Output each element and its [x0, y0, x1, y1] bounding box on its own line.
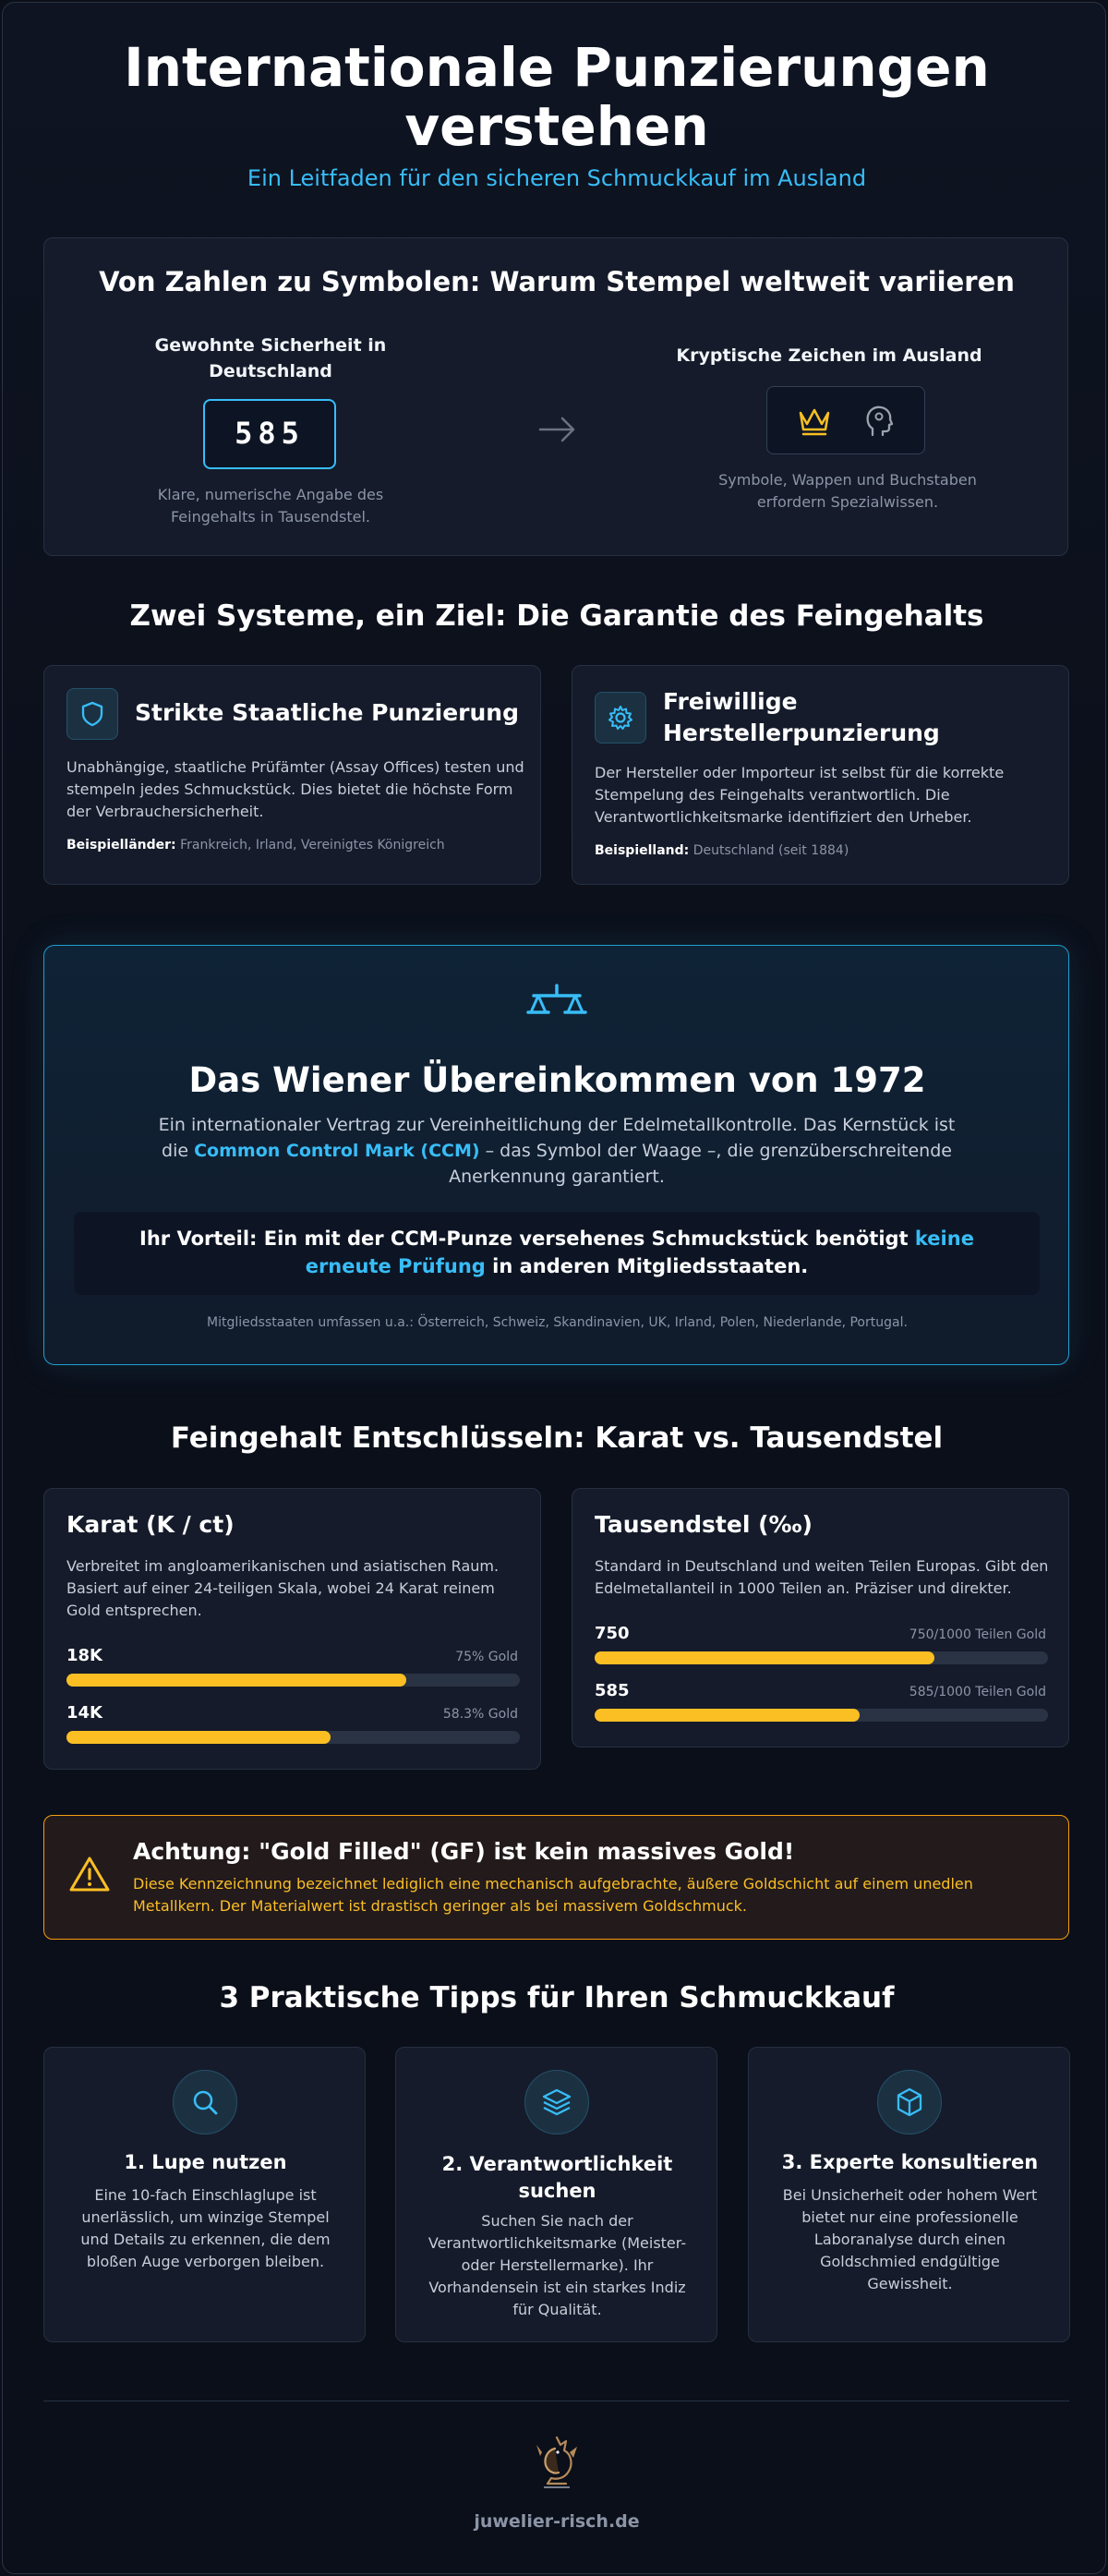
head-profile-icon: [863, 404, 895, 442]
left-title: Gewohnte Sicherheit in Deutschland: [154, 335, 387, 381]
state-hallmark-card: Strikte Staatliche Punzierung Unabhängig…: [43, 665, 541, 885]
symbols-box: [766, 386, 925, 454]
voluntary-example-label: Beispielland:: [595, 843, 690, 858]
scale-icon: [526, 983, 587, 1023]
right-title: Kryptische Zeichen im Ausland: [676, 345, 982, 366]
layers-icon: [524, 2070, 589, 2135]
magnifier-icon: [173, 2070, 237, 2135]
permille-bar-label-1: 585: [595, 1681, 630, 1700]
permille-bar-note-0: 750/1000 Teilen Gold: [909, 1627, 1046, 1642]
gold-filled-warning: Achtung: "Gold Filled" (GF) ist kein mas…: [43, 1815, 1069, 1940]
tip-card-1: 1. Lupe nutzen Eine 10-fach Einschlaglup…: [43, 2047, 366, 2342]
warning-triangle-icon: [68, 1855, 111, 1897]
voluntary-hallmark-card: Freiwillige Herstellerpunzierung Der Her…: [572, 665, 1069, 885]
voluntary-title: Freiwillige Herstellerpunzierung: [663, 688, 940, 746]
page-title: Internationale Punzierungen verstehen: [124, 36, 990, 158]
tip-text-3: Bei Unsicherheit oder hohem Wert bietet …: [782, 2186, 1038, 2292]
state-text: Unabhängige, staatliche Prüfämter (Assay…: [66, 758, 524, 820]
systems-heading: Zwei Systeme, ein Ziel: Die Garantie des…: [129, 599, 984, 633]
ccm-highlight: Common Control Mark (CCM): [194, 1141, 480, 1161]
tip-text-2: Suchen Sie nach der Verantwortlichkeitsm…: [428, 2212, 687, 2318]
karat-card: Karat (K / ct) Verbreitet im angloamerik…: [43, 1488, 541, 1770]
tip-title-1: 1. Lupe nutzen: [124, 2151, 287, 2173]
vienna-members: Mitgliedsstaaten umfassen u.a.: Österrei…: [207, 1315, 908, 1330]
state-example-label: Beispielländer:: [66, 838, 176, 853]
permille-bar-note-1: 585/1000 Teilen Gold: [909, 1685, 1046, 1699]
vienna-text-after: – das Symbol der Waage –, die grenzübers…: [449, 1141, 952, 1187]
karat-bar-fill-0: [66, 1674, 407, 1687]
karat-text: Verbreitet im angloamerikanischen und as…: [66, 1557, 500, 1619]
karat-bar-fill-1: [66, 1731, 331, 1744]
box-icon: [877, 2070, 942, 2135]
gear-icon: [595, 692, 646, 744]
permille-title: Tausendstel (‰): [595, 1511, 813, 1538]
benefit-highlight: keine erneute Prüfung: [305, 1228, 974, 1277]
karat-bar-label-0: 18K: [66, 1646, 102, 1665]
karat-bar-note-1: 58.3% Gold: [442, 1707, 518, 1722]
vienna-text-before: Ein internationaler Vertrag zur Vereinhe…: [158, 1115, 956, 1161]
page-subtitle: Ein Leitfaden für den sicheren Schmuckka…: [247, 165, 867, 191]
state-example-value: Frankreich, Irland, Vereinigtes Königrei…: [180, 838, 445, 853]
tip-card-2: 2. Verantwortlichkeit suchen Suchen Sie …: [395, 2047, 717, 2342]
stamp-585: 585: [203, 399, 336, 469]
vienna-card: Das Wiener Übereinkommen von 1972 Ein in…: [43, 945, 1069, 1365]
tip-text-1: Eine 10-fach Einschlaglupe ist unerlässl…: [80, 2186, 331, 2270]
karat-bar-track-1: [66, 1731, 520, 1744]
fineness-heading: Feingehalt Entschlüsseln: Karat vs. Taus…: [170, 1421, 944, 1455]
warning-title: Achtung: "Gold Filled" (GF) ist kein mas…: [133, 1838, 795, 1865]
permille-text: Standard in Deutschland und weiten Teile…: [595, 1557, 1049, 1597]
crown-icon: [797, 405, 832, 441]
benefit-before: Ihr Vorteil: Ein mit der CCM-Punze verse…: [139, 1228, 909, 1250]
warning-text: Diese Kennzeichnung bezeichnet lediglich…: [133, 1875, 973, 1915]
permille-card: Tausendstel (‰) Standard in Deutschland …: [572, 1488, 1069, 1748]
vienna-text: Ein internationaler Vertrag zur Vereinhe…: [146, 1112, 968, 1190]
tip-card-3: 3. Experte konsultieren Bei Unsicherheit…: [748, 2047, 1070, 2342]
state-title: Strikte Staatliche Punzierung: [135, 699, 519, 726]
comparison-heading: Von Zahlen zu Symbolen: Warum Stempel we…: [99, 266, 1015, 297]
tips-heading: 3 Praktische Tipps für Ihren Schmuckkauf: [219, 1981, 895, 2014]
vienna-benefit-box: Ihr Vorteil: Ein mit der CCM-Punze verse…: [74, 1212, 1040, 1295]
karat-bar-note-0: 75% Gold: [455, 1650, 518, 1664]
karat-bar-label-1: 14K: [66, 1703, 102, 1723]
tip-title-3: 3. Experte konsultieren: [781, 2151, 1039, 2173]
permille-bar-fill-0: [595, 1651, 935, 1664]
karat-title: Karat (K / ct): [66, 1511, 235, 1538]
voluntary-text: Der Hersteller oder Importeur ist selbst…: [595, 764, 1005, 826]
shield-icon: [66, 688, 118, 740]
tip-title-2: 2. Verantwortlichkeit suchen: [441, 2153, 673, 2202]
state-examples: Beispielländer: Frankreich, Irland, Vere…: [66, 838, 528, 853]
permille-bar-track-0: [595, 1651, 1048, 1664]
karat-bar-track-0: [66, 1674, 520, 1687]
permille-bar-label-0: 750: [595, 1624, 630, 1643]
arrow-right-icon: [536, 408, 579, 451]
voluntary-examples: Beispielland: Deutschland (seit 1884): [595, 843, 1056, 858]
footer-site-link[interactable]: juwelier-risch.de: [474, 2511, 640, 2532]
permille-bar-track-1: [595, 1709, 1048, 1722]
benefit-after: in anderen Mitgliedsstaaten.: [492, 1255, 809, 1277]
voluntary-example-value: Deutschland (seit 1884): [692, 843, 849, 858]
comparison-card: Von Zahlen zu Symbolen: Warum Stempel we…: [43, 237, 1068, 556]
right-caption: Symbole, Wappen und Buchstaben erfordern…: [718, 471, 977, 511]
left-caption: Klare, numerische Angabe des Feingehalts…: [157, 486, 384, 526]
permille-bar-fill-1: [595, 1709, 861, 1722]
vienna-heading: Das Wiener Übereinkommen von 1972: [188, 1060, 926, 1100]
dragon-logo-icon: [529, 2432, 584, 2491]
